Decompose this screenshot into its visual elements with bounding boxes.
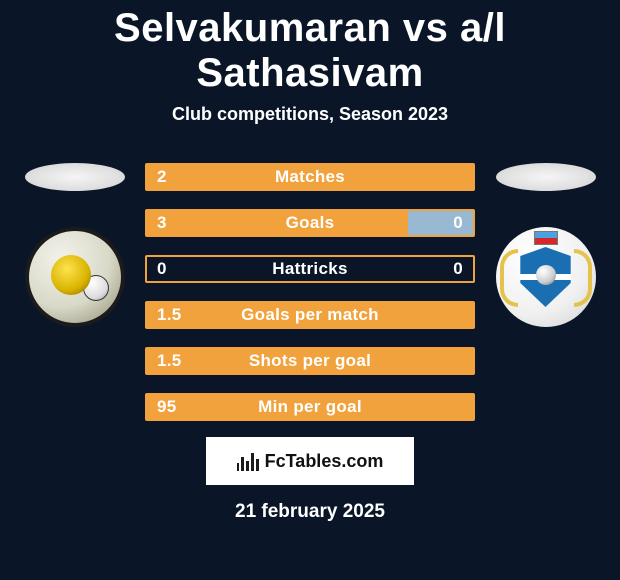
stat-value-right: 0 — [453, 211, 463, 235]
right-club-crest — [496, 227, 596, 327]
stat-label: Matches — [147, 165, 473, 189]
stat-value-right: 0 — [453, 257, 463, 281]
left-club-crest — [25, 227, 125, 327]
stat-row: 0Hattricks0 — [145, 255, 475, 283]
stat-row: 2Matches — [145, 163, 475, 191]
brand-badge: FcTables.com — [206, 437, 414, 485]
stat-row: 95Min per goal — [145, 393, 475, 421]
right-player-column — [493, 163, 598, 327]
page-title: Selvakumaran vs a/l Sathasivam — [0, 6, 620, 96]
stat-bars: 2Matches3Goals00Hattricks01.5Goals per m… — [145, 163, 475, 421]
comparison-content: 2Matches3Goals00Hattricks01.5Goals per m… — [0, 163, 620, 421]
date-text: 21 february 2025 — [235, 501, 385, 523]
brand-chart-icon — [237, 451, 259, 471]
stat-label: Shots per goal — [147, 349, 473, 373]
stat-label: Goals — [147, 211, 473, 235]
stat-label: Hattricks — [147, 257, 473, 281]
left-player-photo — [25, 163, 125, 191]
subtitle: Club competitions, Season 2023 — [172, 104, 448, 125]
stat-row: 1.5Goals per match — [145, 301, 475, 329]
stat-row: 1.5Shots per goal — [145, 347, 475, 375]
stat-row: 3Goals0 — [145, 209, 475, 237]
stat-label: Min per goal — [147, 395, 473, 419]
brand-text: FcTables.com — [265, 451, 384, 472]
right-player-photo — [496, 163, 596, 191]
stat-label: Goals per match — [147, 303, 473, 327]
left-player-column — [22, 163, 127, 327]
